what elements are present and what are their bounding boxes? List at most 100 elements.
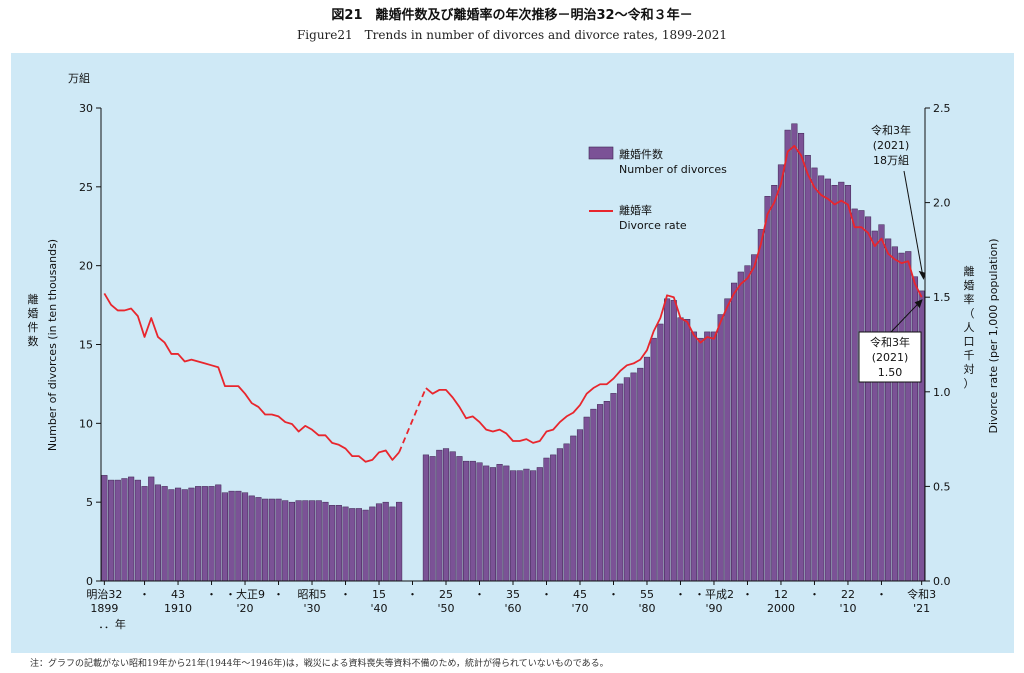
divorce-bar (603, 401, 610, 582)
divorce-bar (583, 416, 590, 582)
divorce-bar (530, 470, 537, 582)
divorce-bar (469, 460, 476, 582)
divorce-bar (523, 468, 530, 582)
chart-title-en: Figure21 Trends in number of divorces an… (296, 28, 727, 42)
divorce-bar (657, 323, 664, 582)
annotation-count-arrowhead (918, 270, 926, 280)
x-tick-label-year: '60 (504, 602, 521, 615)
divorce-bar (396, 501, 403, 582)
divorce-bar (871, 230, 878, 582)
divorce-bar (288, 501, 295, 582)
x-tick-label-year: '70 (571, 602, 588, 615)
divorce-bar (449, 451, 456, 582)
divorce-bar (322, 501, 329, 582)
x-tick-label-era: ・ (474, 588, 485, 601)
divorce-bar (188, 487, 195, 582)
divorce-bar (597, 404, 604, 582)
x-tick-label-year: '80 (638, 602, 655, 615)
x-tick-label-era: ・ (675, 588, 686, 601)
divorce-bar (751, 254, 758, 582)
chart-title-jp: 図21 離婚件数及び離婚率の年次推移－明治32～令和３年－ (331, 8, 693, 23)
right-tick-label: 1.5 (933, 291, 951, 304)
x-tick-label-era: 25 (439, 588, 453, 601)
left-tick-label: 30 (79, 102, 93, 115)
x-tick-label-era: 昭和5 (298, 588, 327, 601)
divorce-bar (268, 498, 275, 582)
x-tick-label-year: 1910 (164, 602, 192, 615)
divorce-bar (168, 489, 175, 582)
divorce-bar (483, 465, 490, 582)
x-tick-label-era: 明治32 (86, 587, 122, 601)
annotation-rate-box (858, 331, 922, 383)
legend-bar-label-en: Number of divorces (619, 163, 727, 176)
x-tick-label-era: 15 (372, 588, 386, 601)
rate-line-segment (425, 144, 923, 444)
divorce-bar (429, 456, 436, 582)
divorce-bar (576, 429, 584, 582)
divorce-bar (235, 490, 242, 582)
divorce-bar (536, 467, 543, 582)
x-tick-label-era: ・ (809, 588, 820, 601)
divorce-bar (181, 489, 188, 582)
divorce-bar (684, 319, 691, 582)
divorce-bar (757, 229, 764, 582)
divorce-bar (851, 208, 858, 582)
divorce-bar (161, 486, 168, 582)
divorce-bar (630, 372, 637, 582)
right-tick-label: 0.5 (933, 480, 951, 493)
divorce-bar (731, 282, 738, 582)
divorce-bar (329, 505, 336, 582)
divorce-bar (570, 435, 577, 582)
x-tick-label-era: 35 (506, 588, 520, 601)
divorce-bar (141, 486, 148, 582)
legend: 離婚件数 Number of divorces 離婚率 Divorce rate (588, 146, 727, 232)
x-tick-label-era: ・ (273, 588, 284, 601)
divorce-bar (677, 317, 684, 582)
divorce-bar (275, 498, 282, 582)
divorce-bar (637, 367, 644, 582)
divorce-bar (911, 276, 919, 582)
legend-bar-label-jp: 離婚件数 (619, 147, 663, 161)
divorce-bar (864, 216, 872, 582)
divorce-bar (208, 486, 215, 582)
divorce-bar (617, 383, 624, 582)
x-tick-label-year: '10 (839, 602, 856, 615)
annotation-count-2021-line: (2021) (873, 139, 910, 152)
legend-line-label-jp: 離婚率 (619, 203, 652, 217)
x-tick-label-era: ・ (206, 588, 217, 601)
divorce-bar (221, 492, 228, 582)
right-tick-label: 2.5 (933, 102, 951, 115)
divorce-bar (215, 484, 222, 582)
annotation-count-2021-line: 18万組 (873, 154, 909, 167)
divorce-bar (704, 331, 711, 582)
divorce-bar (650, 337, 657, 582)
divorce-bar (369, 506, 376, 582)
x-tick-label-era: ・ (608, 588, 619, 601)
rate-line-dashed-gap (398, 387, 427, 453)
divorce-bar (456, 456, 463, 582)
divorce-bar (463, 460, 470, 582)
divorce-bar (308, 500, 316, 582)
x-tick-label-year: '40 (371, 602, 388, 615)
divorce-bar (107, 479, 115, 582)
x-tick-label-year: '21 (913, 602, 930, 615)
divorce-bar (737, 271, 744, 582)
left-tick-label: 25 (79, 181, 93, 194)
axis-lines-group (96, 107, 930, 585)
divorce-bar (771, 185, 778, 582)
divorce-bar (710, 331, 718, 582)
divorce-bar (128, 476, 135, 582)
divorce-bar (342, 506, 349, 582)
x-tick-label-era: ・ (742, 588, 753, 601)
divorce-bar (436, 449, 443, 582)
divorce-bar (764, 196, 771, 582)
divorce-bar (905, 251, 912, 582)
annotation-rate-2021-line: 1.50 (878, 366, 903, 379)
divorce-bar (784, 129, 791, 582)
footnote: 注：グラフの記載がない昭和19年から21年(1944年～1946年)は，戦災によ… (30, 659, 609, 669)
divorce-bar (375, 503, 383, 582)
divorce-bar (664, 298, 671, 582)
divorce-bar (804, 155, 811, 582)
divorce-bar (362, 509, 369, 582)
